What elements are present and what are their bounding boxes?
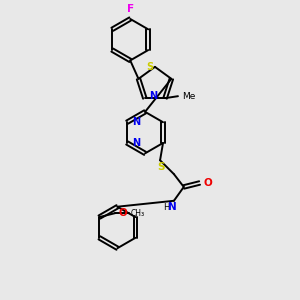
Text: N: N <box>132 138 140 148</box>
Text: N: N <box>168 202 177 212</box>
Text: N: N <box>149 91 157 101</box>
Text: CH₃: CH₃ <box>131 208 145 217</box>
Text: F: F <box>127 4 134 14</box>
Text: S: S <box>157 162 165 172</box>
Text: O: O <box>118 208 127 218</box>
Text: S: S <box>146 62 154 72</box>
Text: Me: Me <box>182 92 195 101</box>
Text: N: N <box>132 117 140 127</box>
Text: H: H <box>164 203 170 212</box>
Text: O: O <box>203 178 212 188</box>
